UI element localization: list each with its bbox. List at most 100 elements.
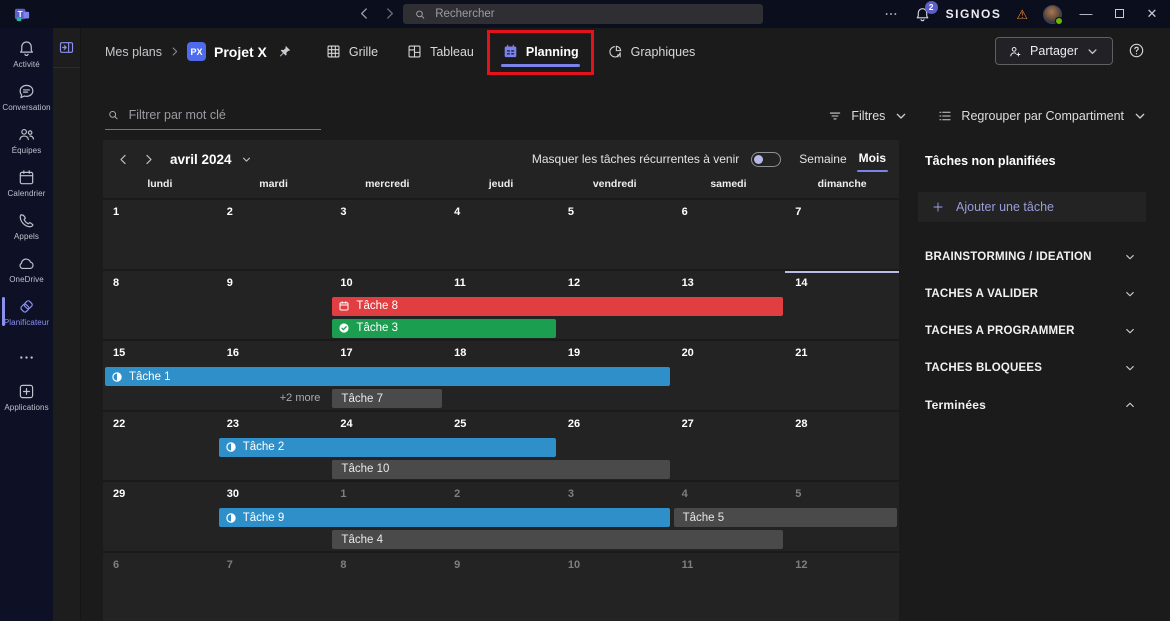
filters-button[interactable]: Filtres (827, 108, 909, 124)
nav-forward-icon[interactable] (381, 5, 398, 22)
share-button[interactable]: Partager (995, 37, 1113, 65)
window-maximize-button[interactable] (1110, 0, 1128, 28)
org-name[interactable]: SIGNOS (945, 7, 1002, 21)
chevron-down-icon[interactable] (240, 153, 253, 166)
window-minimize-button[interactable]: — (1079, 6, 1093, 21)
day-number[interactable]: 13 (681, 276, 694, 289)
day-number[interactable]: 5 (795, 488, 802, 500)
day-number[interactable]: 3 (567, 488, 574, 500)
sidebar-item-calendrier[interactable]: Calendrier (2, 161, 50, 204)
nav-back-icon[interactable] (356, 5, 373, 22)
search-input[interactable] (435, 8, 752, 20)
day-number[interactable]: 22 (113, 417, 126, 430)
day-number[interactable]: 26 (567, 417, 581, 430)
day-number[interactable]: 12 (567, 276, 581, 289)
task-bar[interactable]: Tâche 9 (218, 508, 670, 527)
bucket-row[interactable]: TACHES A PROGRAMMER (918, 312, 1146, 349)
day-number[interactable]: 2 (454, 488, 461, 500)
day-number[interactable]: 14 (795, 276, 808, 289)
tab-planning[interactable]: Planning (486, 30, 594, 75)
day-number[interactable]: 24 (340, 417, 353, 430)
week-view-button[interactable]: Semaine (799, 152, 847, 166)
global-search[interactable] (403, 4, 763, 24)
day-number[interactable]: 30 (226, 488, 239, 500)
sidebar-item-activite[interactable]: Activité (2, 32, 50, 75)
day-number[interactable]: 3 (340, 206, 347, 218)
day-number[interactable]: 11 (454, 276, 466, 289)
previous-month-icon[interactable] (116, 152, 131, 167)
next-month-icon[interactable] (141, 152, 156, 167)
collapse-panel-icon[interactable] (58, 39, 75, 56)
day-number[interactable]: 10 (340, 276, 353, 289)
taskprogress-icon (111, 371, 123, 383)
day-number[interactable]: 5 (567, 206, 574, 218)
bucket-row[interactable]: TACHES A VALIDER (918, 275, 1146, 312)
day-number[interactable]: 9 (226, 276, 233, 289)
day-number[interactable]: 15 (113, 347, 126, 359)
pin-icon[interactable] (277, 44, 292, 59)
day-number[interactable]: 1 (340, 488, 347, 500)
day-number[interactable]: 4 (681, 488, 688, 500)
day-number[interactable]: 9 (454, 558, 461, 571)
day-number[interactable]: 2 (226, 206, 233, 218)
sidebar-item-conversation[interactable]: Conversation (2, 75, 51, 118)
day-number[interactable]: 29 (113, 488, 126, 500)
task-bar[interactable]: Tâche 5 (673, 508, 897, 527)
day-number[interactable]: 25 (454, 417, 467, 430)
day-number[interactable]: 6 (681, 206, 688, 218)
task-bar[interactable]: Tâche 1 (105, 367, 670, 386)
avatar[interactable] (1043, 4, 1063, 25)
day-number[interactable]: 7 (795, 206, 802, 218)
day-number[interactable]: 21 (795, 347, 808, 359)
tab-grille[interactable]: Grille (314, 34, 389, 69)
notifications-bell-icon[interactable]: 2 (914, 0, 938, 23)
task-bar[interactable]: Tâche 7 (332, 389, 443, 408)
tab-graphiques[interactable]: Graphiques (596, 34, 707, 69)
breadcrumb[interactable]: Mes plans (105, 44, 162, 59)
group-by-button[interactable]: Regrouper par Compartiment (937, 108, 1148, 124)
task-bar[interactable]: Tâche 4 (332, 530, 784, 549)
month-view-button[interactable]: Mois (856, 151, 889, 172)
keyword-filter-input[interactable] (128, 108, 319, 122)
day-number[interactable]: 11 (681, 558, 694, 571)
day-number[interactable]: 28 (795, 417, 808, 430)
day-number[interactable]: 17 (340, 347, 353, 359)
day-number[interactable]: 8 (113, 276, 120, 289)
bucket-row[interactable]: BRAINSTORMING / IDEATION (918, 238, 1146, 275)
day-number[interactable]: 8 (340, 558, 347, 571)
keyword-filter-field[interactable] (105, 103, 321, 130)
tab-tableau[interactable]: Tableau (395, 34, 485, 69)
sidebar-more-apps[interactable] (0, 339, 53, 375)
hide-recurring-toggle[interactable] (751, 151, 782, 167)
task-bar[interactable]: Tâche 10 (332, 459, 670, 479)
day-number[interactable]: 12 (795, 558, 808, 571)
day-number[interactable]: 10 (567, 558, 581, 571)
task-bar[interactable]: Tâche 8 (332, 296, 784, 316)
day-number[interactable]: 4 (454, 206, 461, 218)
day-number[interactable]: 27 (681, 417, 694, 430)
day-number[interactable]: 20 (681, 347, 694, 359)
month-label[interactable]: avril 2024 (170, 151, 232, 167)
add-task-button[interactable]: Ajouter une tâche (918, 192, 1146, 222)
day-number[interactable]: 23 (226, 417, 239, 430)
day-number[interactable]: 16 (226, 347, 239, 359)
bucket-row[interactable]: TACHES BLOQUEES (918, 349, 1146, 386)
bucket-row[interactable]: Terminées (918, 386, 1146, 423)
more-tasks-link[interactable]: +2 more (279, 392, 321, 404)
day-number[interactable]: 18 (454, 347, 467, 359)
sidebar-item-onedrive[interactable]: OneDrive (2, 247, 50, 290)
warning-icon[interactable]: ⚠ (1016, 6, 1028, 22)
day-number[interactable]: 6 (113, 558, 120, 571)
sidebar-item-appels[interactable]: Appels (2, 204, 50, 247)
task-bar[interactable]: Tâche 3 (332, 318, 556, 338)
help-icon[interactable] (1127, 41, 1146, 60)
more-options-icon[interactable] (883, 6, 899, 22)
window-close-button[interactable]: ✕ (1146, 6, 1158, 21)
task-bar[interactable]: Tâche 2 (218, 437, 556, 457)
day-number[interactable]: 19 (567, 347, 581, 359)
sidebar-item-equipes[interactable]: Équipes (2, 118, 50, 161)
sidebar-item-planificateur[interactable]: Planificateur (2, 290, 50, 333)
day-number[interactable]: 7 (226, 558, 233, 571)
sidebar-item-applications[interactable]: Applications (0, 375, 53, 418)
day-number[interactable]: 1 (113, 206, 120, 218)
